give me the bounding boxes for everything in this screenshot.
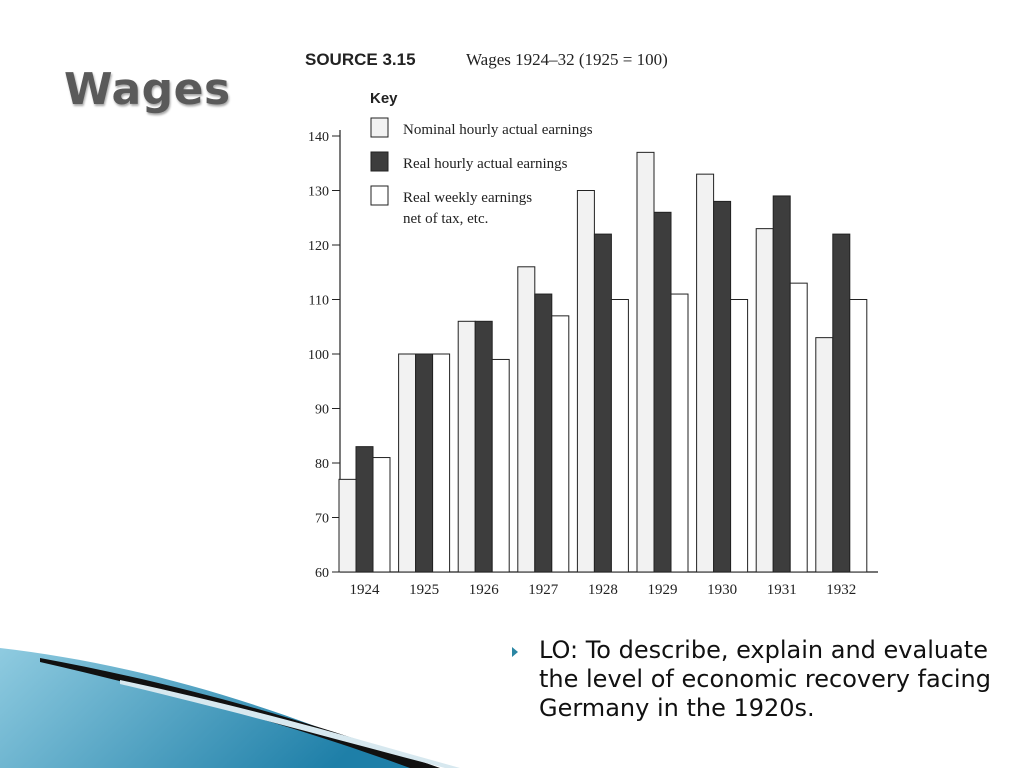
- y-tick-label: 130: [308, 185, 329, 200]
- legend-label: Real weekly earnings: [403, 190, 532, 206]
- learning-objective: LO: To describe, explain and evaluate th…: [512, 636, 1002, 723]
- bar: [755, 228, 774, 573]
- swoosh-light-stripe: [120, 680, 460, 768]
- legend-swatch: [370, 185, 389, 206]
- legend-label: Real hourly actual earnings: [403, 156, 568, 172]
- bar: [730, 299, 749, 573]
- bar: [551, 315, 570, 573]
- bar: [457, 320, 476, 573]
- x-tick-label: 1931: [767, 582, 797, 598]
- x-tick-label: 1929: [648, 582, 678, 598]
- x-tick-label: 1924: [350, 582, 381, 598]
- x-tick-label: 1927: [528, 582, 559, 598]
- bar: [432, 353, 451, 573]
- y-tick-label: 100: [308, 348, 329, 363]
- bar: [372, 457, 391, 573]
- y-tick-label: 60: [315, 566, 329, 581]
- bar: [832, 233, 851, 573]
- legend-label: net of tax, etc.: [403, 211, 488, 227]
- bar: [815, 337, 834, 573]
- bar: [696, 173, 715, 573]
- bar: [355, 446, 374, 573]
- chart-axes: 60 70 80 90 100 110 120 130 140 1924 1925 1926 1927 1…: [308, 130, 878, 598]
- y-tick-label: 70: [315, 512, 329, 527]
- bar: [517, 266, 536, 573]
- legend-label: Nominal hourly actual earnings: [403, 122, 593, 138]
- bar: [789, 282, 808, 573]
- legend-swatch: [370, 151, 389, 172]
- chart-bars: [338, 151, 868, 573]
- y-tick-label: 90: [315, 403, 329, 418]
- legend-swatch: [370, 117, 389, 138]
- bar: [398, 353, 417, 573]
- x-tick-label: 1928: [588, 582, 618, 598]
- y-tick-label: 110: [309, 294, 329, 309]
- legend-key-title: Key: [370, 90, 398, 107]
- y-tick-label: 80: [315, 457, 329, 472]
- bar: [610, 299, 629, 573]
- bar: [491, 358, 510, 573]
- y-tick-label: 120: [308, 239, 329, 254]
- bar: [338, 478, 357, 573]
- slide-title: Wages: [64, 64, 231, 115]
- chart-source-label: SOURCE 3.15: [305, 50, 416, 69]
- x-tick-label: 1925: [409, 582, 439, 598]
- x-tick-label: 1930: [707, 582, 737, 598]
- x-tick-label: 1926: [469, 582, 500, 598]
- bar: [849, 299, 868, 573]
- bar: [534, 293, 553, 573]
- bar: [772, 195, 791, 573]
- wages-bar-chart: SOURCE 3.15 Wages 1924–32 (1925 = 100) K…: [305, 50, 878, 598]
- bar: [670, 293, 689, 573]
- bar: [713, 200, 732, 573]
- chart-legend: Nominal hourly actual earnings Real hourl…: [370, 117, 593, 227]
- learning-objective-text: LO: To describe, explain and evaluate th…: [539, 636, 992, 722]
- bar: [593, 233, 612, 573]
- y-tick-label: 140: [308, 130, 329, 145]
- bar: [474, 320, 493, 573]
- chart-title: Wages 1924–32 (1925 = 100): [466, 50, 668, 69]
- bar: [415, 353, 434, 573]
- bullet-arrow-icon: [512, 647, 518, 657]
- bar: [653, 211, 672, 573]
- decorative-swoosh: [0, 648, 460, 768]
- swoosh-band: [0, 648, 420, 768]
- x-tick-label: 1932: [826, 582, 856, 598]
- bar: [636, 151, 655, 573]
- bar: [576, 190, 595, 573]
